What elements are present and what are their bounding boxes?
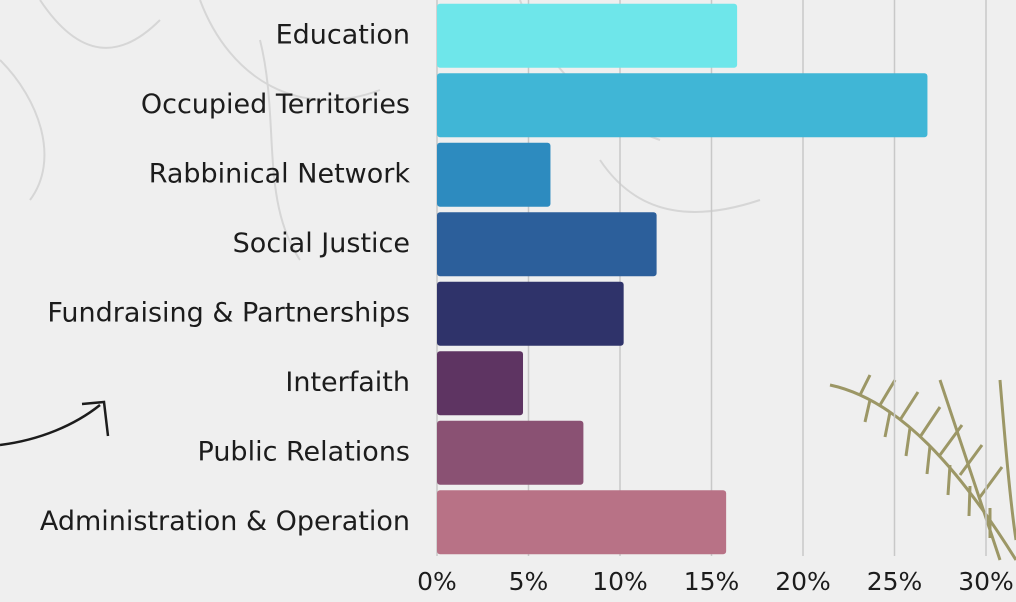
y-tick-label: Fundraising & Partnerships: [47, 297, 410, 328]
x-tick-label: 15%: [684, 567, 740, 596]
bar: [437, 351, 524, 416]
x-tick-label: 20%: [775, 567, 831, 596]
bar: [437, 490, 727, 555]
fern: [829, 374, 1016, 561]
bar: [437, 142, 551, 207]
y-tick-label: Social Justice: [233, 228, 410, 259]
y-tick-label: Education: [276, 19, 410, 50]
bar: [437, 73, 928, 138]
bar: [437, 3, 738, 68]
decoration: [0, 0, 761, 261]
x-tick-label: 25%: [867, 567, 923, 596]
y-tick-label: Interfaith: [285, 367, 410, 398]
y-tick-label: Administration & Operation: [40, 506, 410, 537]
arrow: [0, 400, 110, 447]
bar: [437, 281, 624, 346]
x-tick-label: 30%: [958, 567, 1014, 596]
x-tick-label: 10%: [592, 567, 648, 596]
bar: [437, 420, 584, 485]
x-tick-label: 0%: [417, 567, 457, 596]
x-tick-label: 5%: [509, 567, 549, 596]
y-tick-label: Rabbinical Network: [149, 158, 411, 189]
y-tick-label: Occupied Territories: [141, 89, 410, 120]
y-tick-label: Public Relations: [198, 436, 410, 467]
bar: [437, 212, 657, 277]
